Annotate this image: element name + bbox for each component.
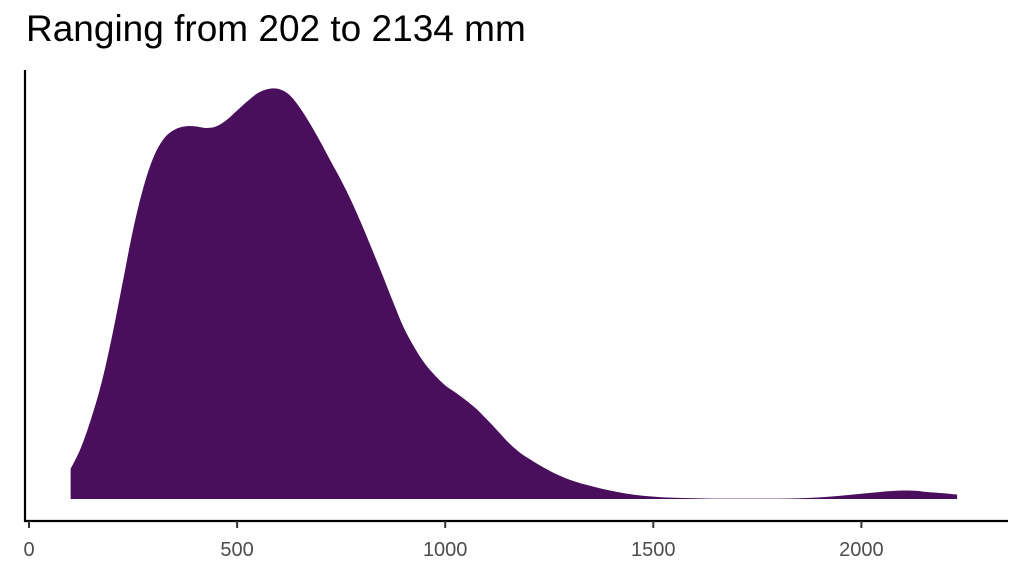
x-tick-label: 0 [23, 539, 34, 561]
x-axis-ticks: 0 500 1000 1500 2000 [23, 521, 884, 561]
density-area [70, 88, 958, 500]
chart-title: Ranging from 202 to 2134 mm [26, 8, 526, 49]
x-tick-label: 1500 [631, 539, 676, 561]
x-tick-label: 1000 [423, 539, 468, 561]
x-tick-label: 500 [220, 539, 253, 561]
area-layer [70, 88, 958, 500]
x-tick-label: 2000 [839, 539, 884, 561]
